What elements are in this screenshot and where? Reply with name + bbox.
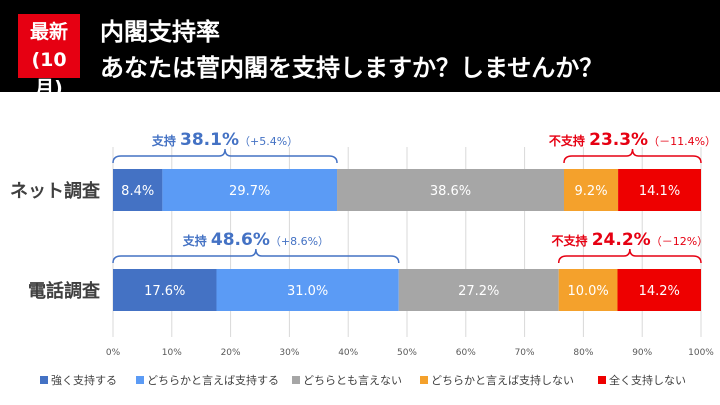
legend-swatch xyxy=(40,376,48,384)
x-tick-label: 40% xyxy=(338,348,358,358)
x-tick-label: 10% xyxy=(162,348,182,358)
x-tick-label: 0% xyxy=(106,348,121,358)
bar-value-label: 14.2% xyxy=(639,284,680,299)
bar-value-label: 8.4% xyxy=(121,184,154,199)
legend-swatch xyxy=(136,376,144,384)
page-title: 内閣支持率 xyxy=(100,18,220,46)
legend-label: どちらかと言えば支持しない xyxy=(431,373,574,387)
category-label: ネット調査 xyxy=(10,180,100,202)
bracket xyxy=(557,248,702,264)
annotation-oppose: 不支持 24.2%（－12%） xyxy=(552,230,709,250)
badge-line1: 最新 xyxy=(29,21,68,43)
category-label: 電話調査 xyxy=(28,280,100,302)
legend-label: どちらかと言えば支持する xyxy=(147,373,279,387)
legend-swatch xyxy=(598,376,606,384)
bar-segment xyxy=(113,269,217,311)
x-tick-label: 90% xyxy=(632,348,652,358)
header-banner: 最新 (10月) 内閣支持率 あなたは菅内閣を支持しますか？しませんか？ xyxy=(0,0,720,99)
bracket xyxy=(112,148,338,164)
annotation-support: 支持 48.6%（+8.6%） xyxy=(182,230,329,250)
bar-segment xyxy=(563,169,619,211)
badge-line2: (10月) xyxy=(31,49,67,99)
x-tick-label: 70% xyxy=(515,348,535,358)
bar-segment xyxy=(216,269,399,311)
latest-badge: 最新 (10月) xyxy=(18,14,80,99)
legend-label: 強く支持する xyxy=(51,373,117,387)
annotation-support: 支持 38.1%（+5.4%） xyxy=(151,130,298,150)
bar-value-label: 29.7% xyxy=(229,184,270,199)
x-tick-label: 80% xyxy=(573,348,593,358)
x-tick-label: 50% xyxy=(397,348,417,358)
x-tick-label: 20% xyxy=(221,348,241,358)
x-tick-label: 30% xyxy=(279,348,299,358)
bracket xyxy=(563,148,702,164)
bar-value-label: 31.0% xyxy=(287,284,328,299)
bar-value-label: 17.6% xyxy=(144,284,185,299)
legend-label: どちらとも言えない xyxy=(303,374,402,387)
legend-label: 全く支持しない xyxy=(609,373,686,387)
bar-segment xyxy=(113,169,163,211)
stacked-bar-chart: 0% 10% 20% 30% 40% 50% 60% 70% 80% 90% 100% ネット調査電話… xyxy=(10,130,716,387)
legend-swatch xyxy=(420,376,428,384)
bar-segment xyxy=(558,269,618,311)
bar-value-label: 10.0% xyxy=(567,284,608,299)
bar-value-label: 38.6% xyxy=(430,184,471,199)
bar-value-label: 14.1% xyxy=(639,184,680,199)
bar-segment xyxy=(337,169,564,211)
x-tick-label: 100% xyxy=(688,348,714,358)
bar-segment xyxy=(398,269,559,311)
bar-segment xyxy=(617,269,701,311)
bracket xyxy=(112,248,400,264)
x-tick-label: 60% xyxy=(456,348,476,358)
bar-value-label: 27.2% xyxy=(458,284,499,299)
bar-segment xyxy=(618,169,701,211)
page-subtitle: あなたは菅内閣を支持しますか？しませんか？ xyxy=(100,54,604,82)
annotation-oppose: 不支持 23.3%（－11.4%） xyxy=(549,130,716,150)
bar-value-label: 9.2% xyxy=(575,184,608,199)
legend-swatch xyxy=(292,376,300,384)
bar-segment xyxy=(162,169,338,211)
